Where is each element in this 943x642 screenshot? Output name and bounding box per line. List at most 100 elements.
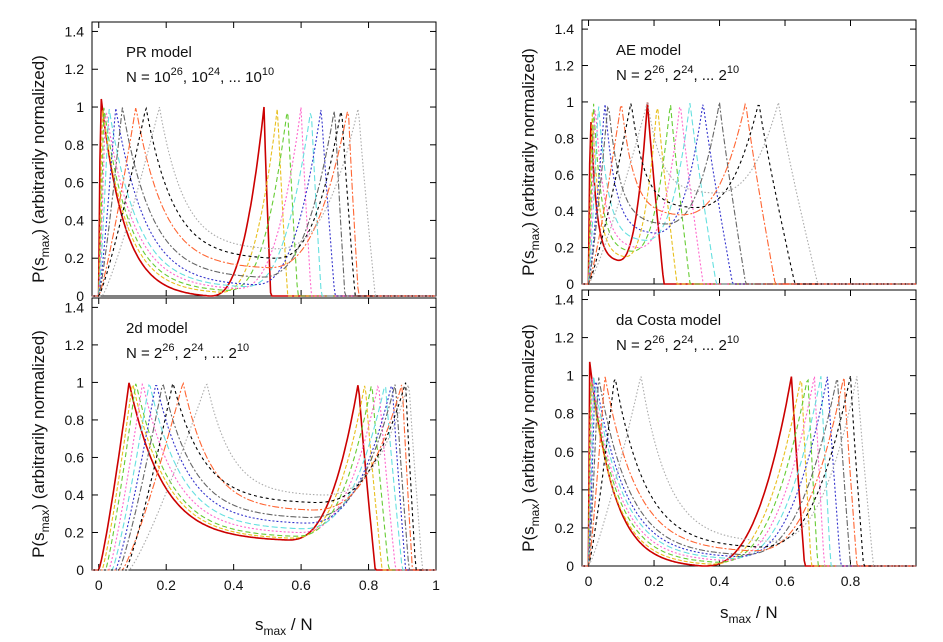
y-tick-label: 0.4 [65, 212, 85, 228]
y-tick-label: 1.4 [65, 23, 85, 39]
y-tick-label: 1.4 [65, 299, 85, 315]
y-tick-label: 0.6 [555, 167, 575, 183]
series-line-N-2-11 [92, 381, 436, 571]
plot-frame [91, 297, 437, 571]
n-label: N = 226, 224, ... 210 [616, 334, 739, 354]
series-line-N-2-22 [582, 103, 916, 285]
y-tick-label: 1 [76, 374, 84, 390]
panel-2d: 0 0.2 0.4 0.6 0.8 1 1.2 1.4 0 0.2 0.4 0.6 0.8 1 P(smax… [29, 297, 440, 593]
plot-frame [581, 19, 917, 285]
y-tick-label: 0.6 [555, 444, 575, 460]
n-label: N = 1026, 1024, ... 1010 [126, 66, 274, 86]
y-tick-label: 0 [566, 276, 574, 292]
y-tick-label: 1.4 [555, 21, 575, 37]
series-line-N-2-12 [582, 376, 916, 567]
x-tick-label: 0.2 [156, 577, 176, 593]
series-line-N-10-26 [92, 98, 436, 297]
plot-frame [581, 289, 917, 567]
y-tick-label: 1.2 [65, 337, 85, 353]
y-axis-label: P(smax) (arbitrarily normalized) [29, 55, 52, 283]
y-tick-label: 1.4 [555, 292, 575, 308]
y-tick-label: 0.2 [65, 524, 85, 540]
x-tick-label: 0.6 [775, 573, 795, 589]
x-tick-label: 0.6 [291, 577, 311, 593]
series-line-N-2-22 [92, 383, 436, 571]
x-tick-label: 0.4 [224, 577, 244, 593]
x-tick-label: 1 [432, 577, 440, 593]
y-tick-label: 1.2 [555, 330, 575, 346]
y-tick-label: 0.4 [555, 482, 575, 498]
x-axis-label-left: smax / N [255, 615, 313, 638]
y-tick-label: 1.2 [555, 58, 575, 74]
panel-title: da Costa model [616, 312, 721, 329]
series-line-N-10-24 [92, 109, 436, 297]
panel-daCosta: 0 0.2 0.4 0.6 0.8 1 1.2 1.4 0 0.2 0.4 0.6 0.8 P(smax)… [519, 289, 917, 589]
x-tick-label: 0.2 [644, 573, 664, 589]
series-line-N-2-26 [582, 361, 916, 567]
series-line-N-2-18 [582, 376, 916, 567]
series-line-N-2-10 [582, 101, 916, 285]
y-tick-label: 0.8 [65, 137, 85, 153]
y-tick-label: 0.4 [555, 203, 575, 219]
n-label: N = 226, 224, ... 210 [126, 342, 249, 362]
y-tick-label: 0.8 [555, 406, 575, 422]
series-line-N-2-10 [92, 383, 436, 571]
series-line-N-10-16 [92, 108, 436, 297]
series-line-N-2-14 [582, 377, 916, 567]
y-tick-label: 1.2 [65, 61, 85, 77]
y-tick-label: 1 [566, 94, 574, 110]
series-line-N-2-14 [582, 102, 916, 285]
series-line-N-2-26 [92, 382, 436, 571]
series-line-N-2-10 [582, 376, 916, 567]
series-line-N-2-16 [582, 376, 916, 567]
y-tick-label: 0.2 [555, 240, 575, 256]
panel-title: AE model [616, 42, 681, 59]
series-line-N-2-11 [582, 103, 916, 285]
y-tick-label: 0.2 [555, 520, 575, 536]
series-line-N-2-22 [582, 378, 916, 567]
x-tick-label: 0.8 [359, 577, 379, 593]
series-line-N-2-20 [92, 382, 436, 571]
series-line-N-10-18 [92, 109, 436, 297]
panel-title: 2d model [126, 320, 188, 337]
series-line-N-2-12 [582, 102, 916, 285]
plot-frame [91, 21, 437, 297]
series-line-N-2-24 [92, 383, 436, 571]
x-axis-label-right: smax / N [720, 603, 778, 626]
series-line-N-2-12 [92, 381, 436, 571]
series-line-N-10-10 [92, 107, 436, 297]
y-tick-label: 0.8 [65, 412, 85, 428]
series-line-N-2-20 [582, 105, 916, 285]
y-tick-label: 0 [566, 558, 574, 574]
y-axis-label: P(smax) (arbitrarily normalized) [29, 330, 52, 558]
x-tick-label: 0 [585, 573, 593, 589]
series-line-N-2-11 [582, 375, 916, 567]
panel-PR: 0 0.2 0.4 0.6 0.8 1 1.2 1.4 P(smax) (arbitrarily… [29, 21, 437, 304]
x-tick-label: 0 [95, 577, 103, 593]
y-axis-label: P(smax) (arbitrarily normalized) [519, 324, 542, 552]
y-tick-label: 0.6 [65, 449, 85, 465]
y-tick-label: 0.6 [65, 175, 85, 191]
series-line-N-2-18 [92, 384, 436, 571]
y-tick-label: 1 [76, 99, 84, 115]
series-line-N-2-24 [582, 108, 916, 285]
y-axis-label: P(smax) (arbitrarily normalized) [519, 48, 542, 276]
y-tick-label: 0 [76, 288, 84, 304]
y-tick-label: 0 [76, 562, 84, 578]
y-tick-label: 1 [566, 368, 574, 384]
n-label: N = 226, 224, ... 210 [616, 64, 739, 84]
y-tick-label: 0.8 [555, 130, 575, 146]
series-line-N-10-20 [92, 107, 436, 297]
series-line-N-2-20 [582, 376, 916, 567]
x-tick-label: 0.8 [841, 573, 861, 589]
panel-AE: 0 0.2 0.4 0.6 0.8 1 1.2 1.4 P(smax) (arbitrarily… [519, 19, 917, 292]
y-tick-label: 0.2 [65, 250, 85, 266]
series-line-N-2-24 [582, 379, 916, 567]
series-line-N-2-16 [582, 104, 916, 285]
panel-title: PR model [126, 44, 192, 61]
x-tick-label: 0.4 [710, 573, 730, 589]
series-line-N-10-22 [92, 107, 436, 297]
series-line-N-2-14 [92, 384, 436, 571]
y-tick-label: 0.4 [65, 487, 85, 503]
